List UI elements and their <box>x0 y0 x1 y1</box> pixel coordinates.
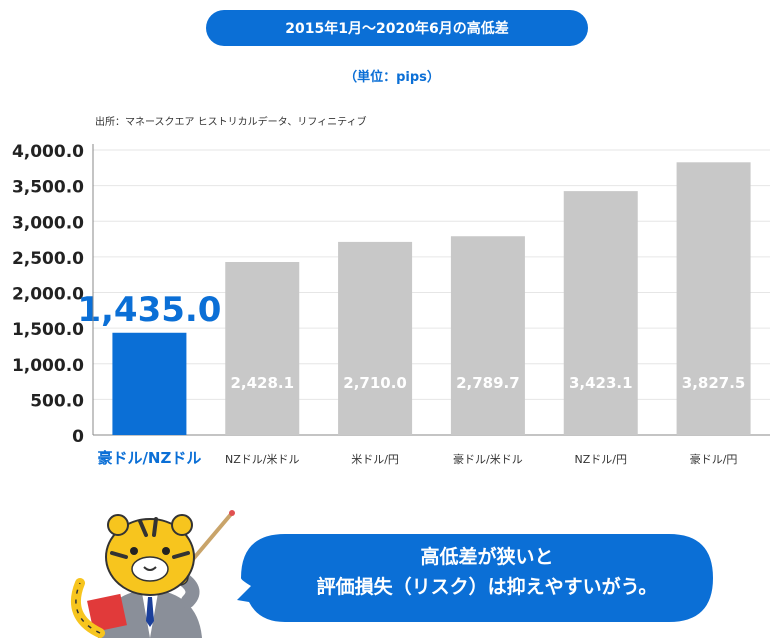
value-label: 2,789.7 <box>456 374 520 392</box>
speech-bubble-shape <box>237 534 713 622</box>
y-tick-label: 3,500.0 <box>12 178 84 198</box>
unit-label: （単位：pips） <box>344 70 440 85</box>
value-label: 2,710.0 <box>343 374 407 392</box>
chart-title-pill: 2015年1月〜2020年6月の高低差 <box>206 10 588 46</box>
y-tick-label: 2,000.0 <box>12 285 84 305</box>
y-tick-label: 4,000.0 <box>12 142 84 162</box>
bar <box>563 191 638 435</box>
chart-title: 2015年1月〜2020年6月の高低差 <box>285 21 509 37</box>
bubble-line-2: 評価損失（リスク）は抑えやすいがう。 <box>316 576 658 598</box>
bar <box>450 236 525 435</box>
value-label: 2,428.1 <box>230 374 294 392</box>
y-tick-label: 0 <box>72 427 84 447</box>
tiger-mascot-icon <box>71 510 235 638</box>
y-tick-label: 500.0 <box>30 391 84 411</box>
speech-bubble: 高低差が狭いと 評価損失（リスク）は抑えやすいがう。 <box>237 530 717 626</box>
value-label: 3,423.1 <box>569 374 633 392</box>
x-tick-label: 豪ドル/米ドル <box>453 452 523 466</box>
y-tick-label: 1,500.0 <box>12 320 84 340</box>
x-tick-label: NZドル/米ドル <box>225 453 299 466</box>
bar <box>338 241 413 435</box>
x-tick-label: 米ドル/円 <box>351 453 399 466</box>
y-tick-label: 2,500.0 <box>12 249 84 269</box>
bubble-text: 高低差が狭いと 評価損失（リスク）は抑えやすいがう。 <box>267 542 707 602</box>
value-label: 1,435.0 <box>77 290 221 330</box>
bar <box>676 162 751 435</box>
x-tick-label: 豪ドル/NZドル <box>97 449 201 467</box>
x-tick-label: 豪ドル/円 <box>690 452 738 466</box>
gridlines <box>93 149 770 436</box>
value-labels: 1,435.0 2,428.1 2,710.0 2,789.7 3,423.1 3,827… <box>77 290 745 392</box>
bars <box>112 162 751 435</box>
y-tick-labels: 0 500.0 1,000.0 1,500.0 2,000.0 2,500.0 3,000.… <box>12 142 84 447</box>
bubble-line-1: 高低差が狭いと <box>420 546 554 568</box>
bar <box>112 332 187 435</box>
bar <box>225 261 300 435</box>
bar-chart: 0 500.0 1,000.0 1,500.0 2,000.0 2,500.0 3,000.… <box>12 142 770 467</box>
source-note: 出所：マネースクエア ヒストリカルデータ、リフィニティブ <box>95 117 367 128</box>
y-tick-label: 3,000.0 <box>12 213 84 233</box>
y-tick-label: 1,000.0 <box>12 356 84 376</box>
tiger-mascot-illustration <box>60 505 240 642</box>
x-tick-labels: 豪ドル/NZドル NZドル/米ドル 米ドル/円 豪ドル/米ドル NZドル/円 豪ドル/円 <box>97 449 737 467</box>
value-label: 3,827.5 <box>682 374 746 392</box>
x-tick-label: NZドル/円 <box>575 453 627 466</box>
